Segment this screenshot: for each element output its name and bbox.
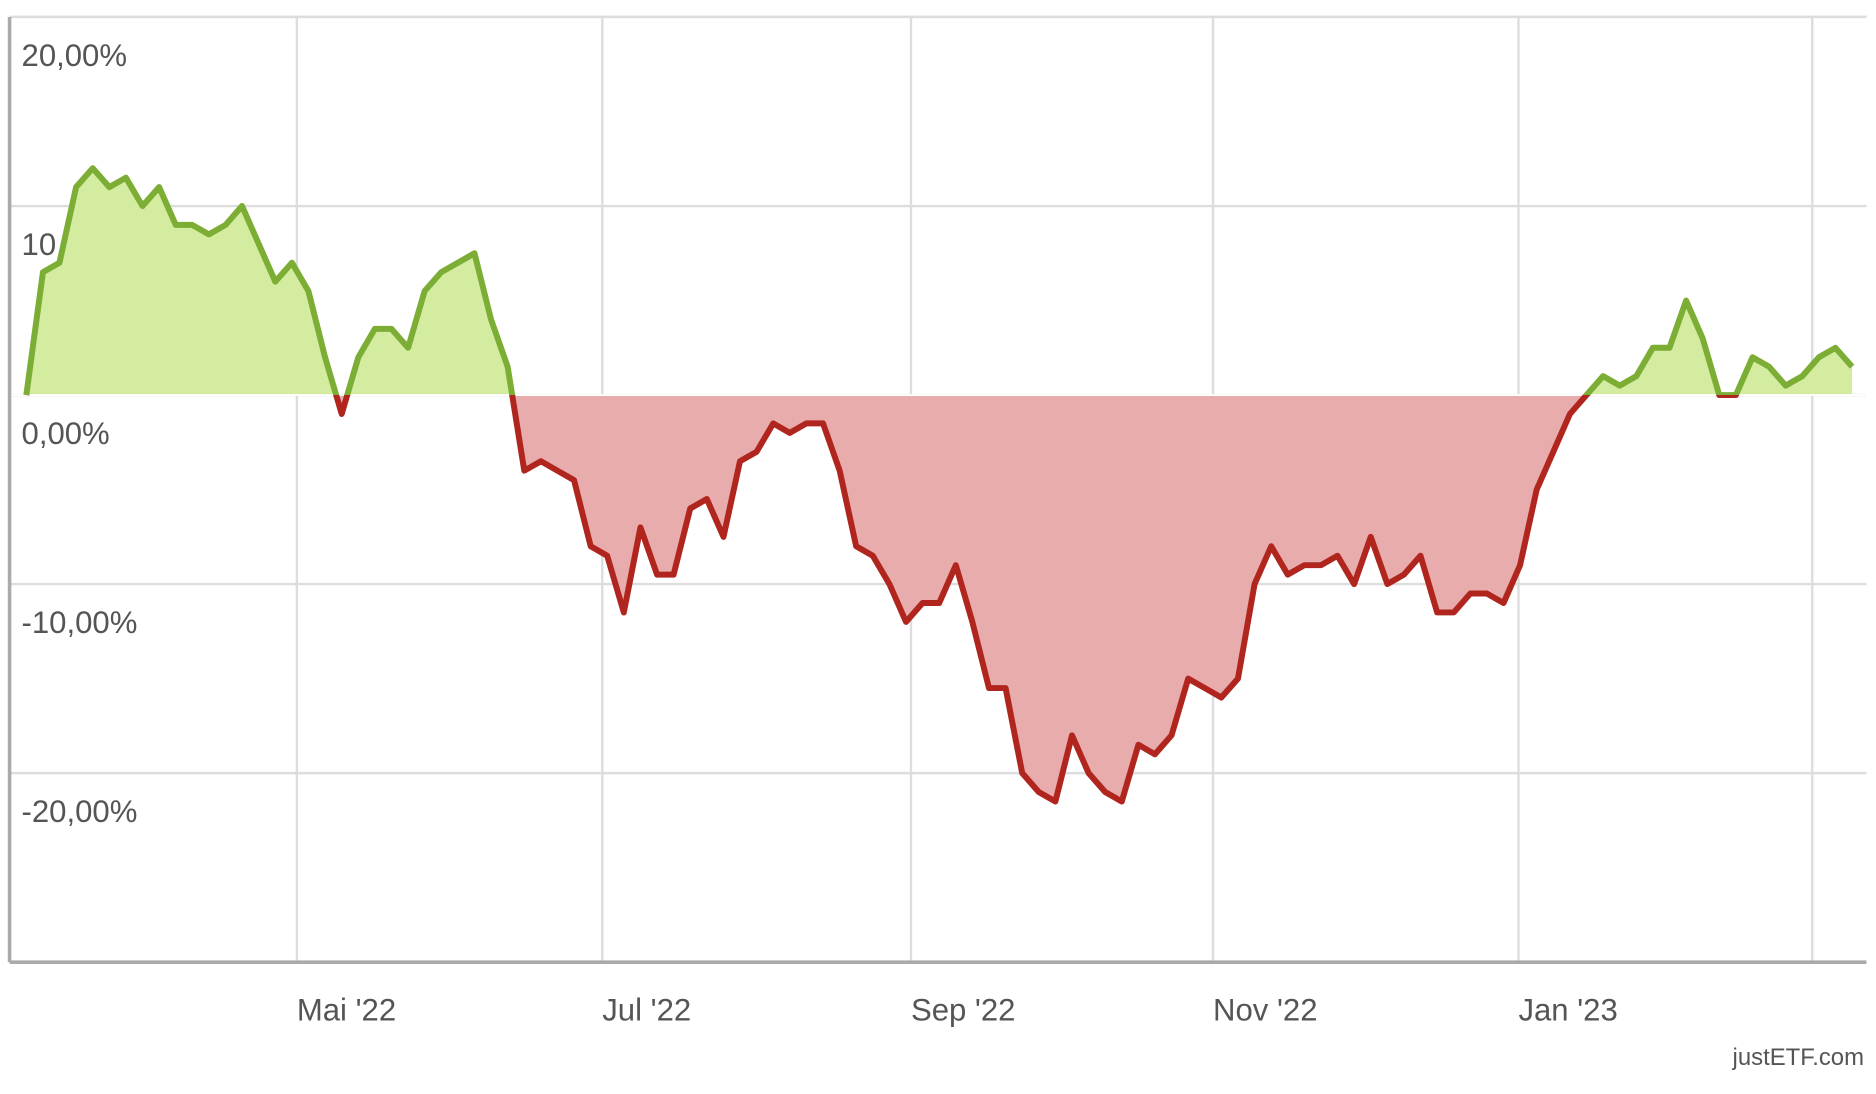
x-tick-label: Jul '22 — [602, 993, 691, 1028]
area — [26, 168, 1853, 802]
y-tick-label: -20,00% — [22, 794, 138, 829]
line — [23, 165, 1855, 805]
credit: justETF.com — [1732, 1044, 1865, 1071]
y-tick-label: 0,00% — [22, 416, 110, 451]
y-tick-label: -10,00% — [22, 605, 138, 640]
x-tick-label: Mai '22 — [297, 993, 396, 1028]
x-tick-label: Jan '23 — [1518, 993, 1617, 1028]
y-tick-label: 20,00% — [22, 38, 127, 73]
x-tick-label: Sep '22 — [911, 993, 1016, 1028]
x-tick-label: Nov '22 — [1213, 993, 1317, 1028]
